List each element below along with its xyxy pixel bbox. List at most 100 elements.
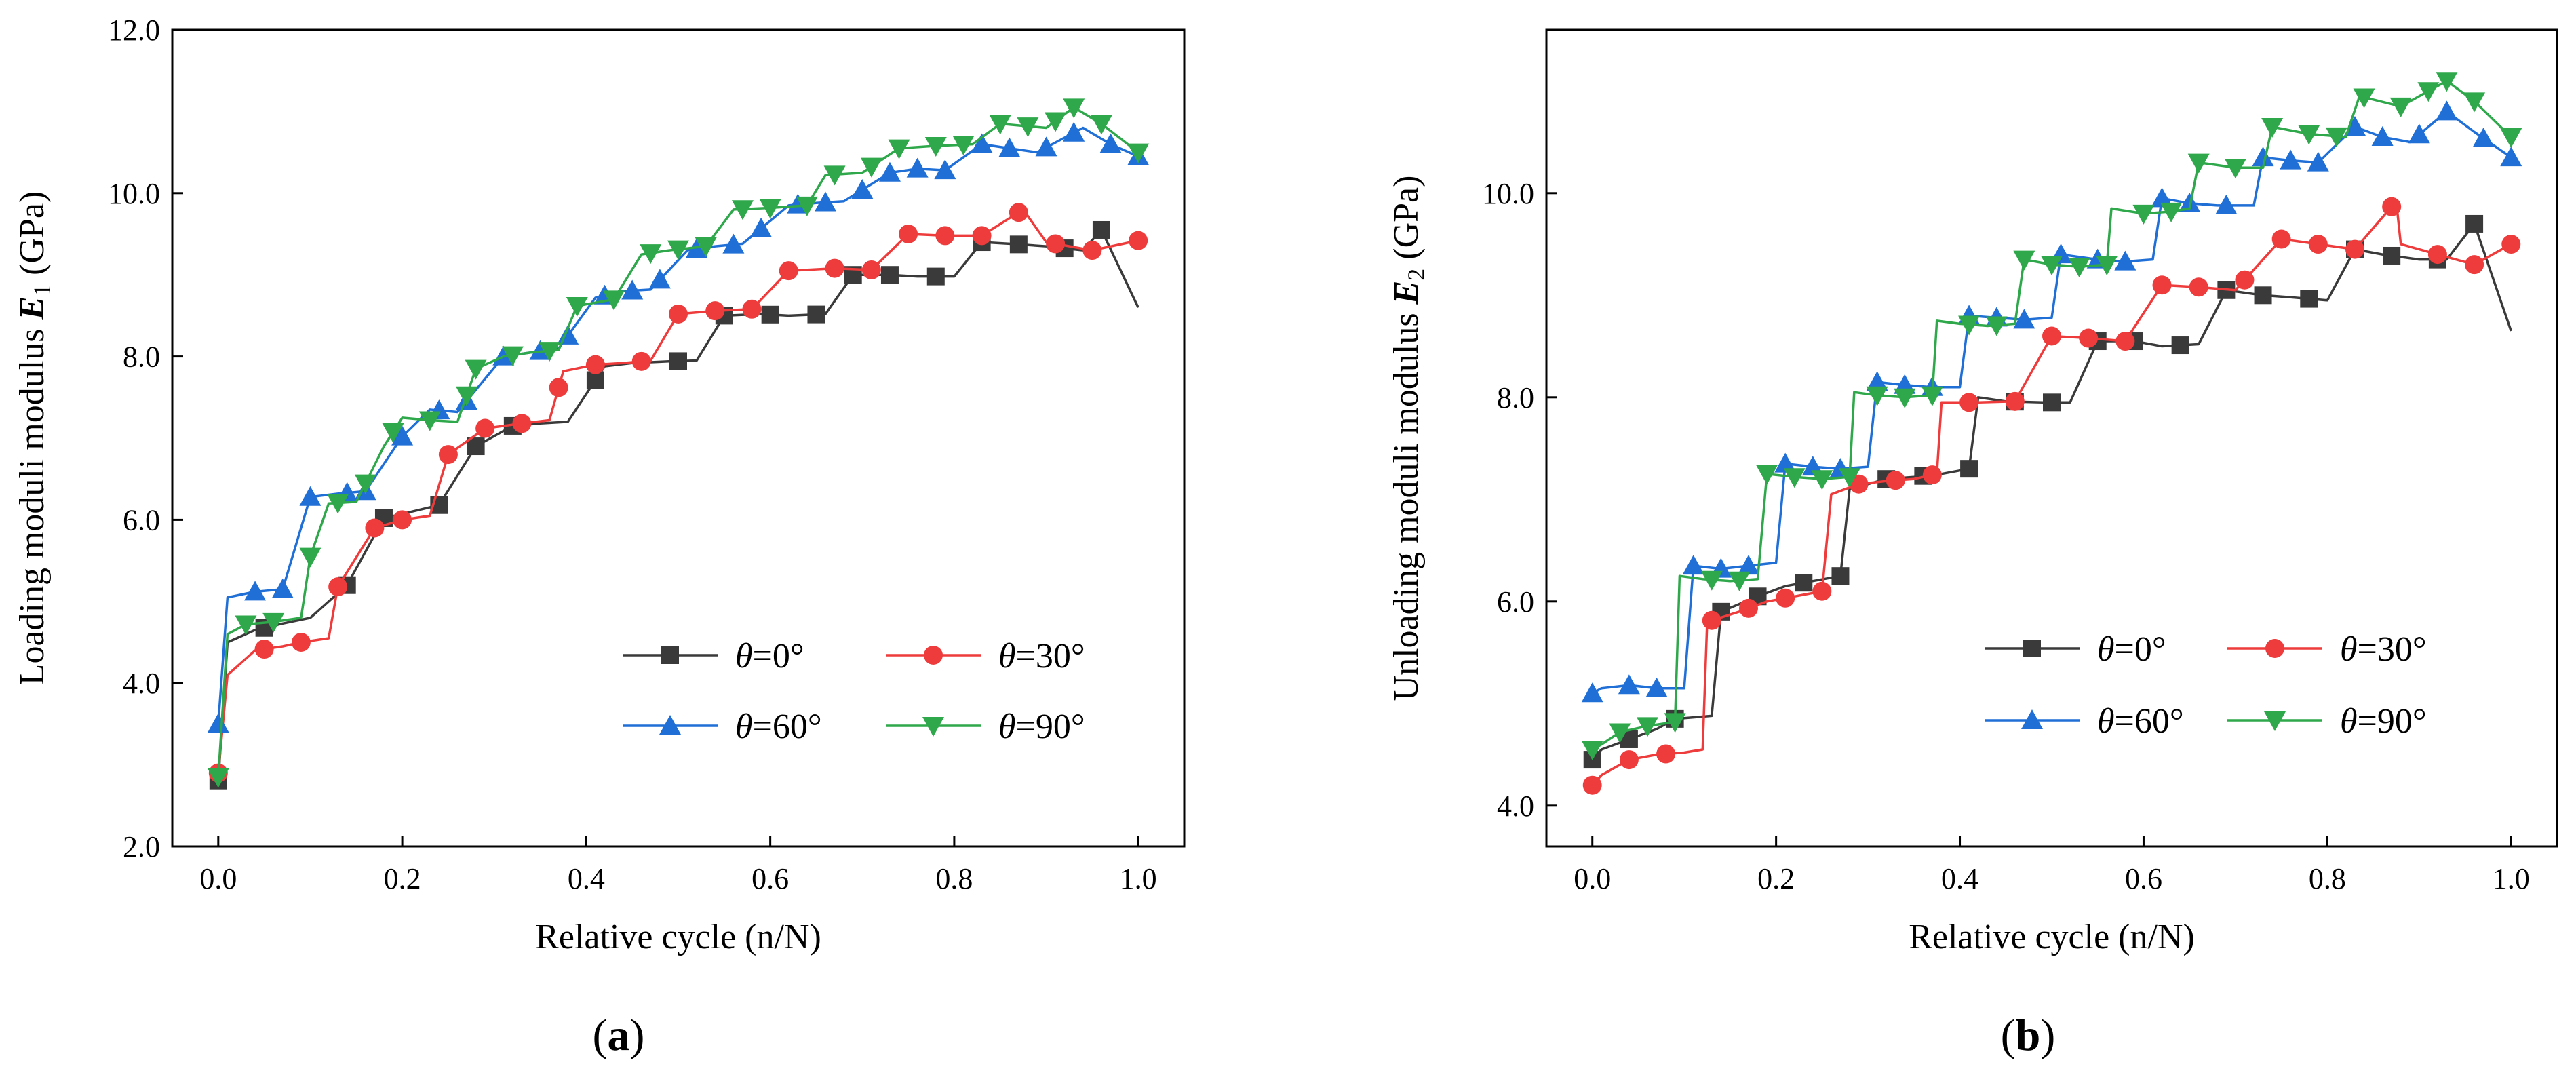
panel-label-close: ) [630,1011,645,1060]
data-point [207,713,229,733]
data-point [2298,125,2320,145]
data-point [779,261,798,281]
data-point [585,355,605,374]
data-point [1581,682,1603,703]
legend-label-value: =90° [2358,702,2427,741]
plot-frame [1545,28,2558,848]
data-point [1922,465,1942,485]
data-point [1739,598,1758,618]
data-point [529,340,551,360]
data-point [1839,468,1860,488]
x-tick-label: 0.4 [1941,862,1978,895]
data-point [1046,234,1066,254]
panel-label: (b) [2001,1011,2056,1060]
data-point [1664,713,1686,733]
legend-label: θ=30° [2340,630,2427,669]
data-point [1017,117,1039,138]
data-point [1045,112,1067,132]
data-point [512,414,532,433]
data-point [1886,471,1905,490]
data-point [1035,136,1057,157]
data-point [1618,674,1640,695]
x-tick-label: 1.0 [2493,862,2530,895]
data-point [2436,72,2458,92]
data-point [2382,197,2402,216]
data-point [935,226,955,246]
data-point [2465,255,2484,275]
y-axis-title-main: Unloading moduli modulus [1387,304,1426,701]
data-point [235,615,257,636]
data-point [640,244,662,265]
data-point [2013,309,2035,329]
data-point [1682,555,1704,575]
data-point [2307,151,2329,172]
data-point [2132,204,2155,225]
legend-label-symbol: θ [735,637,753,676]
data-point [669,304,688,324]
data-point [998,137,1021,157]
data-point [1009,235,1028,254]
data-point [2042,326,2061,346]
data-point [1581,741,1603,761]
data-point [1609,723,1631,743]
data-point [934,159,956,180]
data-point [2115,332,2135,351]
y-tick-label: 6.0 [123,503,160,536]
panel-label: (a) [593,1011,645,1060]
data-point [1582,775,1602,795]
x-axis-title: Relative cycle (n/N) [1909,918,2195,956]
data-point [1738,555,1759,575]
data-point [2261,117,2284,138]
data-point [742,299,762,319]
y-tick-label: 6.0 [1497,585,1534,619]
legend-item: θ=60° [623,707,822,746]
data-point [695,237,717,258]
y-tick-label: 4.0 [1497,789,1534,823]
series-line [1591,200,2512,786]
data-point [880,266,899,284]
data-point [1921,386,1943,406]
data-point [1129,231,1148,250]
data-point [878,161,901,182]
legend-marker [661,646,679,664]
y-tick-label: 8.0 [1497,381,1534,414]
data-point [475,418,495,438]
data-point [924,136,947,157]
data-point [1894,388,1916,408]
data-point [328,577,348,597]
legend-label: θ=30° [998,637,1085,676]
data-point [1127,143,1150,163]
legend-marker [2265,639,2284,658]
data-point [888,139,910,159]
data-point [1656,744,1676,764]
series-3 [207,98,1150,788]
data-point [2308,235,2328,254]
data-point [2500,147,2522,167]
panel-label-open: ( [593,1011,608,1060]
legend-label-value: =30° [1016,637,1085,676]
x-tick-label: 1.0 [1120,862,1157,895]
data-point [2235,270,2255,290]
y-tick-label: 10.0 [1482,177,1534,210]
data-point [2252,147,2274,167]
legend-item: θ=30° [2227,630,2427,669]
legend-marker [924,646,943,665]
data-point [2345,239,2364,259]
x-tick-label: 0.0 [1574,862,1611,895]
data-point [1702,610,1721,630]
legend-label-symbol: θ [998,637,1016,676]
data-point [899,225,918,243]
data-point [586,371,604,389]
legend-label-symbol: θ [2340,630,2358,669]
x-tick-label: 0.4 [568,862,605,895]
data-point [391,425,414,446]
data-point [549,378,568,397]
data-point [823,165,846,186]
plot-frame [171,28,1186,848]
data-point [2427,245,2447,265]
data-point [648,269,671,289]
data-point [759,199,781,219]
data-point [1063,98,1085,119]
y-tick-label: 2.0 [123,830,160,863]
data-point [2005,391,2025,411]
